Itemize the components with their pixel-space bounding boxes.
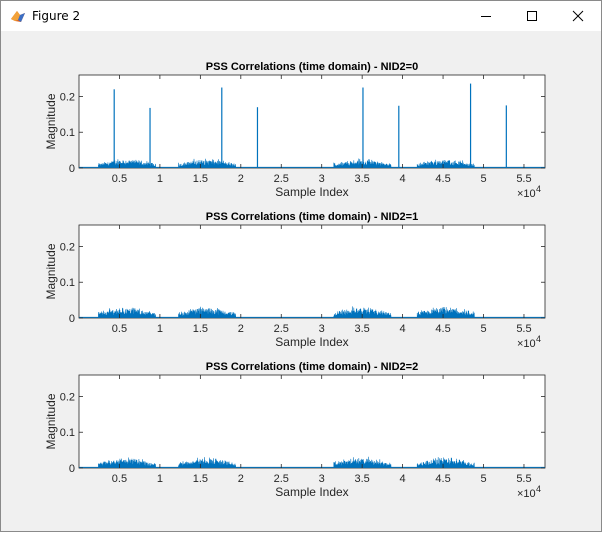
axes-3-ytick-label: 0.2	[60, 391, 75, 403]
axes-2-xtick-label: 3.5	[355, 323, 370, 335]
axes-2-xtick-label: 5.5	[516, 323, 531, 335]
axes-3-xtick-label: 1	[157, 473, 163, 485]
axes-1-box	[78, 74, 546, 169]
axes-3-ylabel: Magnitude	[44, 393, 58, 449]
axes-3-xtick-label: 5.5	[516, 473, 531, 485]
axes-3-xlabel: Sample Index	[275, 485, 348, 499]
axes-1-xlabel: Sample Index	[275, 185, 348, 199]
axes-1-xtick-label: 5.5	[516, 173, 531, 185]
axes-2-xtick-label: 4.5	[435, 323, 450, 335]
axes-2-x-exponent-power: 4	[536, 334, 541, 344]
axes-2-xtick-label: 3	[319, 323, 325, 335]
maximize-button[interactable]	[509, 1, 555, 31]
axes-3-ytick-label: 0	[69, 463, 75, 475]
axes-2-xtick-label: 1	[157, 323, 163, 335]
axes-1-xtick-label: 5	[480, 173, 486, 185]
matlab-figure-icon	[11, 11, 25, 22]
axes-2-xtick-label: 1.5	[193, 323, 208, 335]
close-icon	[572, 10, 584, 22]
axes-2-xtick-label: 2.5	[274, 323, 289, 335]
axes-2-box	[78, 224, 546, 319]
window-title: Figure 2	[32, 9, 81, 23]
axes-1-ytick-label: 0.1	[60, 127, 75, 139]
axes-1-xtick-label: 3.5	[355, 173, 370, 185]
axes-1-xtick-label: 1.5	[193, 173, 208, 185]
axes-2-ytick-label: 0.1	[60, 277, 75, 289]
title-bar[interactable]: Figure 2	[1, 1, 601, 31]
axes-3-correlation-noise	[98, 456, 475, 469]
axes-3-ytick-label: 0.1	[60, 427, 75, 439]
axes-2-ytick-label: 0.2	[60, 241, 75, 253]
minimize-icon	[481, 16, 491, 17]
axes-3-x-exponent: ×10	[517, 488, 536, 500]
axes-3-x-exponent-power: 4	[536, 484, 541, 494]
axes-1-xtick-label: 1	[157, 173, 163, 185]
axes-1-x-exponent-power: 4	[536, 184, 541, 194]
axes-1-xtick-label: 4	[400, 173, 406, 185]
axes-2-xtick-label: 4	[400, 323, 406, 335]
axes-3-xtick-label: 3	[319, 473, 325, 485]
axes-3-xtick-label: 5	[480, 473, 486, 485]
axes-2-ylabel: Magnitude	[44, 243, 58, 299]
minimize-button[interactable]	[463, 1, 509, 31]
axes-1-ytick-label: 0.2	[60, 91, 75, 103]
axes-1-title: PSS Correlations (time domain) - NID2=0	[206, 61, 418, 73]
axes-1-correlation-noise	[98, 158, 475, 169]
axes-3-xtick-label: 3.5	[355, 473, 370, 485]
axes-1-xtick-label: 4.5	[435, 173, 450, 185]
axes-2-xtick-label: 0.5	[112, 323, 127, 335]
axes-1-xtick-label: 2	[238, 173, 244, 185]
axes-2-xtick-label: 5	[480, 323, 486, 335]
axes-3-xtick-label: 2.5	[274, 473, 289, 485]
axes-2-xtick-label: 2	[238, 323, 244, 335]
maximize-icon	[527, 11, 537, 21]
figure-canvas: PSS Correlations (time domain) - NID2=0 0…	[1, 31, 601, 531]
axes-1-xtick-label: 2.5	[274, 173, 289, 185]
axes-3-xtick-label: 1.5	[193, 473, 208, 485]
axes-3-xtick-label: 4.5	[435, 473, 450, 485]
axes-2-ytick-label: 0	[69, 313, 75, 325]
axes-2-title: PSS Correlations (time domain) - NID2=1	[206, 211, 418, 223]
close-button[interactable]	[555, 1, 601, 31]
axes-3-xtick-label: 4	[400, 473, 406, 485]
axes-2-correlation-noise	[98, 306, 475, 319]
axes-3-xtick-label: 2	[238, 473, 244, 485]
plots-svg: PSS Correlations (time domain) - NID2=0 0…	[44, 61, 546, 500]
axes-2-x-exponent: ×10	[517, 338, 536, 350]
axes-1-xtick-label: 3	[319, 173, 325, 185]
axes-1-xtick-label: 0.5	[112, 173, 127, 185]
axes-3-title: PSS Correlations (time domain) - NID2=2	[206, 361, 418, 373]
axes-1-ylabel: Magnitude	[44, 93, 58, 149]
axes-2-xlabel: Sample Index	[275, 335, 348, 349]
axes-1-ytick-label: 0	[69, 163, 75, 175]
axes-3-xtick-label: 0.5	[112, 473, 127, 485]
axes-1-x-exponent: ×10	[517, 188, 536, 200]
axes-3-box	[78, 374, 546, 469]
